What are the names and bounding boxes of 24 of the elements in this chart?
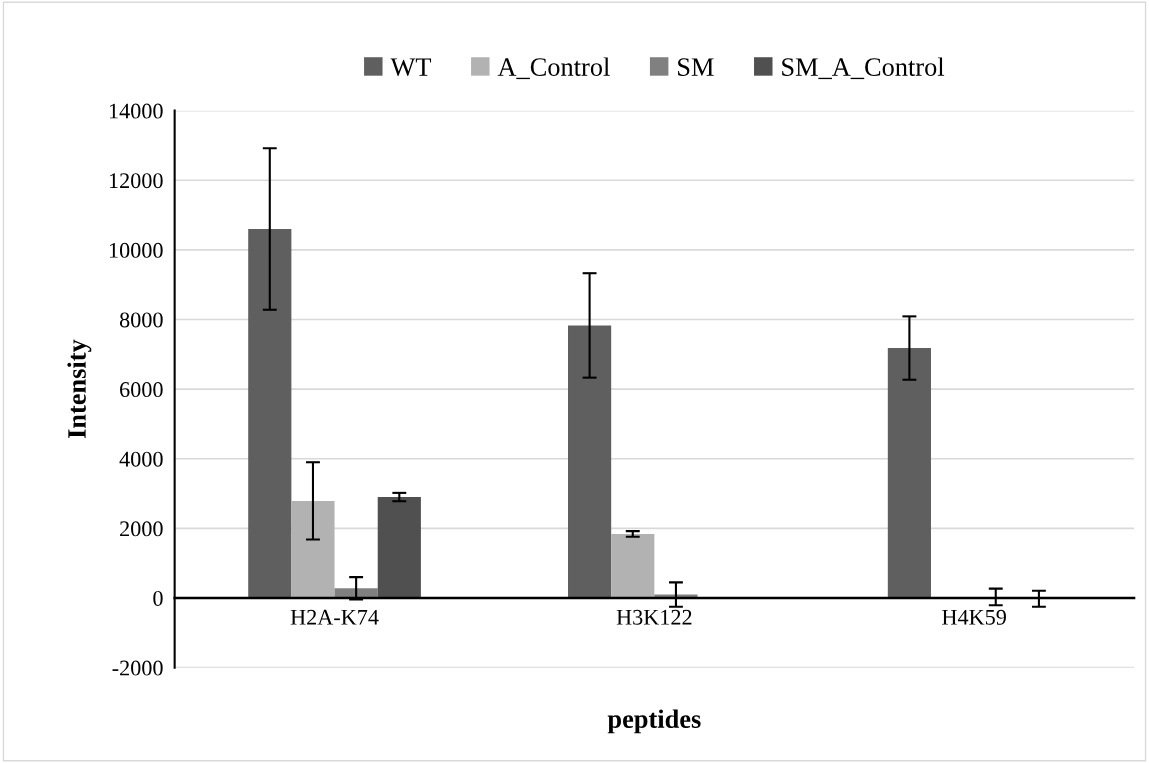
y-tick-label: 4000 — [119, 451, 163, 467]
x-tick-label: H3K122 — [616, 609, 692, 625]
y-tick-label: 14000 — [109, 103, 163, 119]
y-axis-title: Intensity — [67, 339, 92, 439]
legend-label: WT — [390, 58, 432, 77]
y-tick-label: 0 — [153, 590, 163, 606]
bar — [377, 497, 421, 598]
x-tick-label: H4K59 — [942, 609, 1006, 625]
y-tick-label: 2000 — [120, 521, 163, 537]
y-tick-label: -2000 — [112, 660, 163, 676]
x-axis-title: peptides — [607, 709, 701, 734]
legend-label: A_Control — [497, 57, 610, 80]
y-tick-label: 8000 — [119, 312, 163, 328]
bar — [568, 325, 612, 598]
bar — [887, 348, 931, 598]
y-tick-label: 10000 — [109, 242, 163, 258]
x-tick-label: H2A-K74 — [290, 609, 379, 625]
bar — [248, 229, 292, 598]
bar — [291, 500, 335, 598]
y-tick-label: 12000 — [109, 173, 163, 189]
legend-label: SM_A_Control — [782, 57, 945, 80]
y-tick-label: 6000 — [120, 382, 163, 398]
legend-label: SM — [678, 58, 714, 76]
bar — [611, 533, 655, 598]
